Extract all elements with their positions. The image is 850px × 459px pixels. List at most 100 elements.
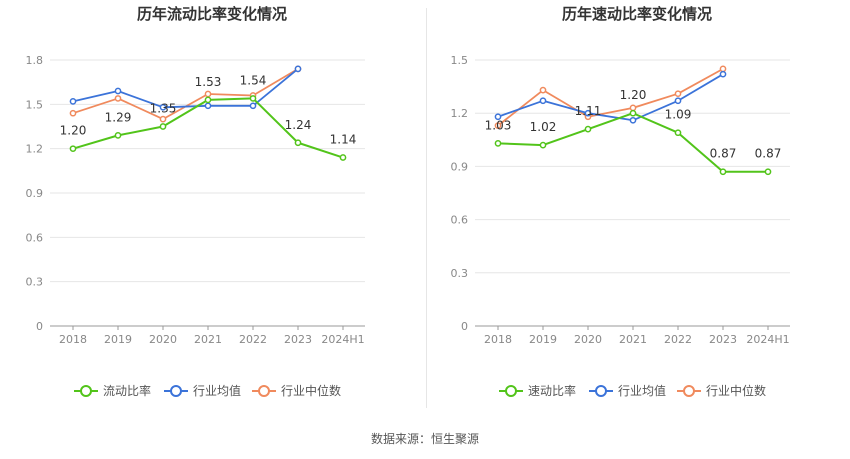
right-legend-item-median[interactable]: 行业中位数 xyxy=(677,383,766,398)
left-legend-marker xyxy=(258,385,270,397)
left-legend-item-avg[interactable]: 行业均值 xyxy=(164,383,241,398)
left-point-main[interactable] xyxy=(294,139,302,147)
left-x-tick-label: 2023 xyxy=(284,333,312,346)
right-data-label: 1.11 xyxy=(575,104,602,118)
right-legend-label: 速动比率 xyxy=(528,383,576,398)
right-x-tick-label: 2021 xyxy=(619,333,647,346)
right-y-tick-label: 0 xyxy=(461,320,468,333)
left-point-avg[interactable] xyxy=(294,65,302,73)
right-data-label: 0.87 xyxy=(710,147,737,161)
left-y-tick-label: 0.6 xyxy=(26,231,44,244)
right-legend-marker xyxy=(595,385,607,397)
quick-ratio-chart: 历年速动比率变化情况 0 0.3 0.6 0.9 1.2 1.5 2018 2019 2020 20… xyxy=(451,5,790,398)
left-legend-label: 流动比率 xyxy=(103,383,151,398)
left-legend-marker xyxy=(170,385,182,397)
left-point-main[interactable] xyxy=(159,123,167,130)
right-point-avg[interactable] xyxy=(539,97,547,105)
right-point-avg[interactable] xyxy=(719,70,727,78)
left-legend-item-median[interactable]: 行业中位数 xyxy=(252,383,341,398)
right-x-tick-label: 2022 xyxy=(664,333,692,346)
left-x-tick-label: 2021 xyxy=(194,333,222,346)
right-x-tick-label: 2018 xyxy=(484,333,512,346)
panel-divider xyxy=(426,8,427,408)
right-point-main[interactable] xyxy=(764,168,772,176)
right-point-main[interactable] xyxy=(494,139,502,147)
left-y-tick-label: 0.9 xyxy=(26,187,44,200)
right-point-main[interactable] xyxy=(629,109,637,117)
left-point-avg[interactable] xyxy=(114,87,122,95)
left-x-tick-label: 2022 xyxy=(239,333,267,346)
left-point-median[interactable] xyxy=(159,115,167,123)
right-point-main[interactable] xyxy=(719,168,727,176)
right-legend-label: 行业中位数 xyxy=(706,383,766,398)
right-y-tick-label: 1.2 xyxy=(451,107,469,120)
right-title: 历年速动比率变化情况 xyxy=(562,5,712,23)
left-point-median[interactable] xyxy=(69,109,77,117)
right-x-tick-label: 2023 xyxy=(709,333,737,346)
left-y-tick-label: 0.3 xyxy=(26,276,44,289)
left-title: 历年流动比率变化情况 xyxy=(137,5,287,23)
left-point-avg[interactable] xyxy=(204,102,212,110)
right-point-avg[interactable] xyxy=(629,116,637,124)
right-point-avg[interactable] xyxy=(494,113,502,121)
left-y-tick-label: 1.8 xyxy=(26,54,44,67)
right-point-main[interactable] xyxy=(674,129,682,137)
right-legend-label: 行业均值 xyxy=(618,383,666,398)
left-point-main[interactable] xyxy=(204,96,212,104)
left-legend-marker xyxy=(80,385,92,397)
right-data-label: 0.87 xyxy=(755,147,782,161)
right-point-main[interactable] xyxy=(539,141,547,149)
left-data-label: 1.53 xyxy=(195,75,222,89)
right-point-median[interactable] xyxy=(629,104,637,112)
right-point-avg[interactable] xyxy=(584,109,592,117)
right-data-label: 1.02 xyxy=(530,120,557,134)
left-point-avg[interactable] xyxy=(249,102,257,110)
left-data-label: 1.24 xyxy=(285,118,312,132)
data-source-label: 数据来源：恒生聚源 xyxy=(370,432,479,446)
right-y-tick-label: 0.6 xyxy=(451,214,469,227)
left-legend-item-main[interactable]: 流动比率 xyxy=(74,383,151,398)
left-point-main[interactable] xyxy=(114,132,122,139)
left-x-tick-label: 2020 xyxy=(149,333,177,346)
left-data-label: 1.14 xyxy=(330,133,357,147)
current-ratio-chart: 历年流动比率变化情况 0 0.3 0.6 0.9 1.2 1.5 1.8 2018 2019 202… xyxy=(26,5,365,398)
left-point-avg[interactable] xyxy=(69,98,77,105)
left-legend-label: 行业均值 xyxy=(193,383,241,398)
right-x-tick-label: 2019 xyxy=(529,333,557,346)
left-x-tick-label: 2019 xyxy=(104,333,132,346)
right-data-label: 1.09 xyxy=(665,108,692,122)
left-x-tick-label: 2024H1 xyxy=(321,333,364,346)
right-point-median[interactable] xyxy=(674,90,682,98)
right-legend-item-main[interactable]: 速动比率 xyxy=(499,383,576,398)
right-y-tick-label: 1.5 xyxy=(451,54,469,67)
left-point-median[interactable] xyxy=(114,95,122,102)
right-y-tick-label: 0.9 xyxy=(451,160,469,173)
left-x-tick-label: 2018 xyxy=(59,333,87,346)
right-point-main[interactable] xyxy=(584,125,592,133)
left-data-label: 1.35 xyxy=(150,102,177,116)
right-point-median[interactable] xyxy=(719,65,727,73)
left-y-tick-label: 0 xyxy=(36,320,43,333)
right-legend-item-avg[interactable]: 行业均值 xyxy=(589,383,666,398)
right-y-tick-label: 0.3 xyxy=(451,267,469,280)
left-data-label: 1.29 xyxy=(105,110,132,124)
right-legend-marker xyxy=(505,385,517,397)
left-point-median[interactable] xyxy=(204,90,212,98)
left-y-tick-label: 1.2 xyxy=(26,143,44,156)
right-series-line-avg xyxy=(497,73,724,122)
right-data-label: 1.20 xyxy=(620,88,647,102)
left-series-line-avg xyxy=(72,68,299,109)
left-point-avg[interactable] xyxy=(159,103,167,111)
right-data-label: 1.03 xyxy=(485,118,512,132)
right-legend-marker xyxy=(683,385,695,397)
left-point-main[interactable] xyxy=(69,145,77,153)
left-point-main[interactable] xyxy=(339,154,347,161)
right-x-tick-label: 2024H1 xyxy=(746,333,789,346)
left-point-main[interactable] xyxy=(249,95,257,102)
right-point-median[interactable] xyxy=(539,86,547,94)
left-y-tick-label: 1.5 xyxy=(26,98,44,111)
left-data-label: 1.54 xyxy=(240,73,267,87)
right-point-median[interactable] xyxy=(494,122,502,129)
right-point-avg[interactable] xyxy=(674,97,682,105)
